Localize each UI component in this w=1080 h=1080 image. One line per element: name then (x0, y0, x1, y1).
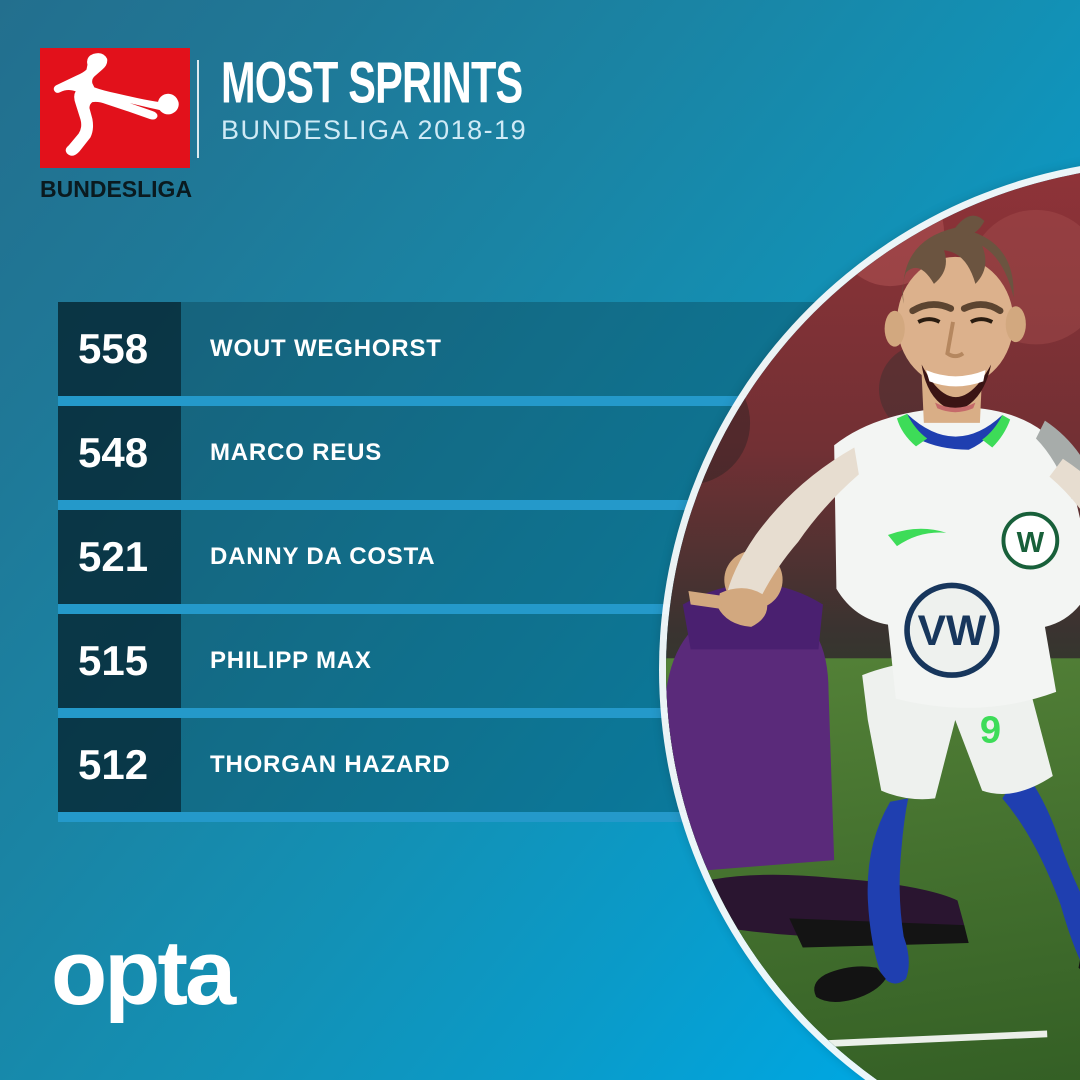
svg-text:VW: VW (918, 607, 987, 655)
svg-text:9: 9 (980, 709, 1001, 751)
svg-text:W: W (1017, 527, 1045, 559)
